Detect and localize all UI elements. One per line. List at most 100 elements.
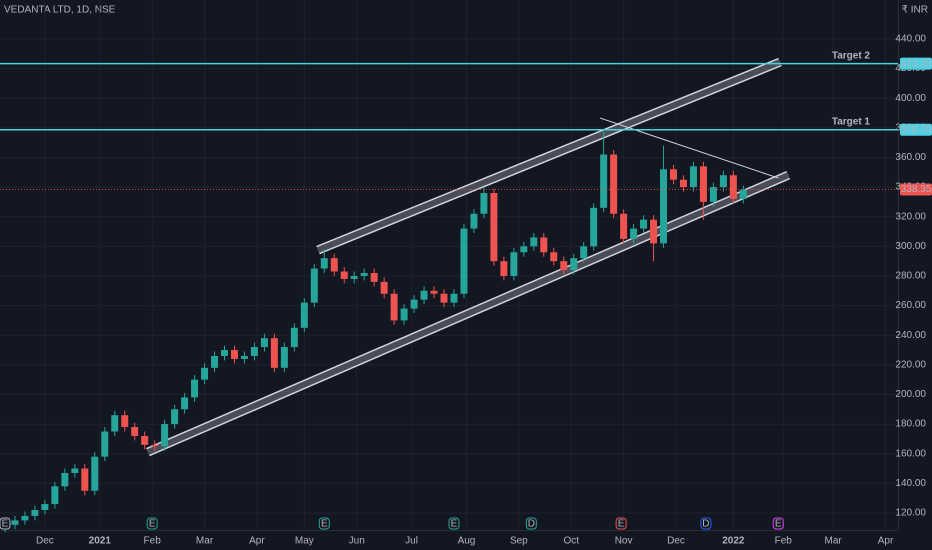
trend-line	[600, 117, 779, 179]
candle-body	[71, 468, 79, 473]
x-tick-label: 2022	[722, 536, 745, 547]
candle-body	[610, 154, 618, 214]
x-tick-label: Mar	[196, 536, 214, 547]
candle-body	[280, 347, 288, 368]
price-label-box	[900, 57, 932, 70]
candle-body	[600, 154, 608, 208]
candle-body	[400, 308, 408, 321]
candle-body	[350, 275, 358, 279]
candle-body	[171, 409, 179, 425]
event-label: E	[451, 519, 458, 530]
currency: ₹ INR	[902, 5, 928, 16]
event-label: E	[775, 519, 782, 530]
candle-body	[31, 510, 39, 516]
candle-body	[111, 415, 119, 432]
candle-body	[640, 219, 648, 229]
candle-body	[51, 486, 59, 505]
event-label: E	[618, 519, 625, 530]
candle-body	[660, 169, 668, 244]
candle-body	[161, 424, 169, 447]
y-tick-label: 400.00	[895, 93, 926, 104]
event-label: E	[321, 519, 328, 530]
candle-body	[410, 299, 418, 309]
x-tick-label: 2021	[89, 536, 112, 547]
x-tick-label: Aug	[458, 536, 476, 547]
price-label: 378.70	[901, 124, 932, 135]
candle-body	[250, 347, 258, 356]
y-tick-label: 220.00	[895, 359, 926, 370]
candle-body	[21, 515, 29, 521]
candle-body	[360, 272, 368, 276]
candle-body	[131, 427, 139, 436]
candle-body	[380, 281, 388, 294]
event-marker	[146, 517, 158, 530]
x-tick-label: Apr	[249, 536, 265, 547]
candle-body	[230, 350, 238, 359]
channel-fill	[146, 172, 790, 455]
candle-body	[440, 293, 448, 303]
event-marker	[0, 517, 11, 530]
x-tick-label: May	[295, 536, 314, 547]
candle-body	[270, 338, 278, 368]
y-tick-label: 360.00	[895, 152, 926, 163]
candle-body	[11, 520, 19, 525]
price-label: 338.35	[901, 184, 932, 195]
candle-body	[480, 193, 488, 214]
candle-body	[470, 213, 478, 229]
y-tick-label: 240.00	[895, 330, 926, 341]
chart-title: VEDANTA LTD, 1D, NSE	[4, 5, 116, 16]
candle-body	[290, 327, 298, 348]
candle-body	[650, 219, 658, 244]
event-marker	[615, 517, 627, 530]
candle-body	[530, 237, 538, 247]
y-tick-label: 120.00	[895, 508, 926, 519]
candle-body	[390, 293, 398, 321]
candle-body	[300, 302, 308, 328]
event-marker	[772, 517, 784, 530]
candle-body	[191, 379, 199, 398]
candle-body	[370, 272, 378, 282]
candle-body	[41, 504, 49, 511]
candle-body	[630, 228, 638, 239]
price-label-box	[900, 123, 932, 136]
y-tick-label: 320.00	[895, 211, 926, 222]
candle-body	[320, 258, 328, 269]
y-tick-label: 440.00	[895, 34, 926, 45]
x-tick-label: Feb	[144, 536, 162, 547]
candle-body	[550, 252, 558, 262]
candle-body	[420, 290, 428, 300]
y-tick-label: 200.00	[895, 389, 926, 400]
event-label: D	[528, 519, 535, 530]
candle-body	[91, 456, 99, 491]
x-tick-label: Jun	[349, 536, 365, 547]
candle-body	[211, 355, 219, 368]
price-label-box	[900, 183, 932, 196]
candle-body	[689, 166, 697, 188]
candle-body	[709, 187, 717, 202]
candle-body	[699, 166, 707, 202]
price-line-text: Target 2	[832, 50, 871, 61]
x-tick-label: Oct	[563, 536, 579, 547]
candle-body	[500, 261, 508, 276]
candle-body	[260, 338, 268, 348]
x-tick-label: Nov	[615, 536, 633, 547]
candle-body	[490, 193, 498, 262]
y-tick-label: 180.00	[895, 419, 926, 430]
y-tick-label: 260.00	[895, 300, 926, 311]
event-marker	[448, 517, 460, 530]
candle-body	[679, 179, 687, 188]
x-tick-label: Feb	[775, 536, 793, 547]
x-tick-label: Apr	[878, 536, 894, 547]
candle-body	[181, 397, 189, 410]
price-label: 423.35	[901, 58, 932, 69]
candle-body	[620, 213, 628, 239]
x-tick-label: Sep	[510, 536, 528, 547]
channel-fill	[316, 59, 782, 253]
candle-body	[580, 246, 588, 259]
candle-body	[81, 468, 89, 491]
event-label: D	[702, 519, 709, 530]
candle-body	[719, 175, 727, 188]
x-tick-label: Dec	[36, 536, 54, 547]
candle-body	[340, 271, 348, 279]
